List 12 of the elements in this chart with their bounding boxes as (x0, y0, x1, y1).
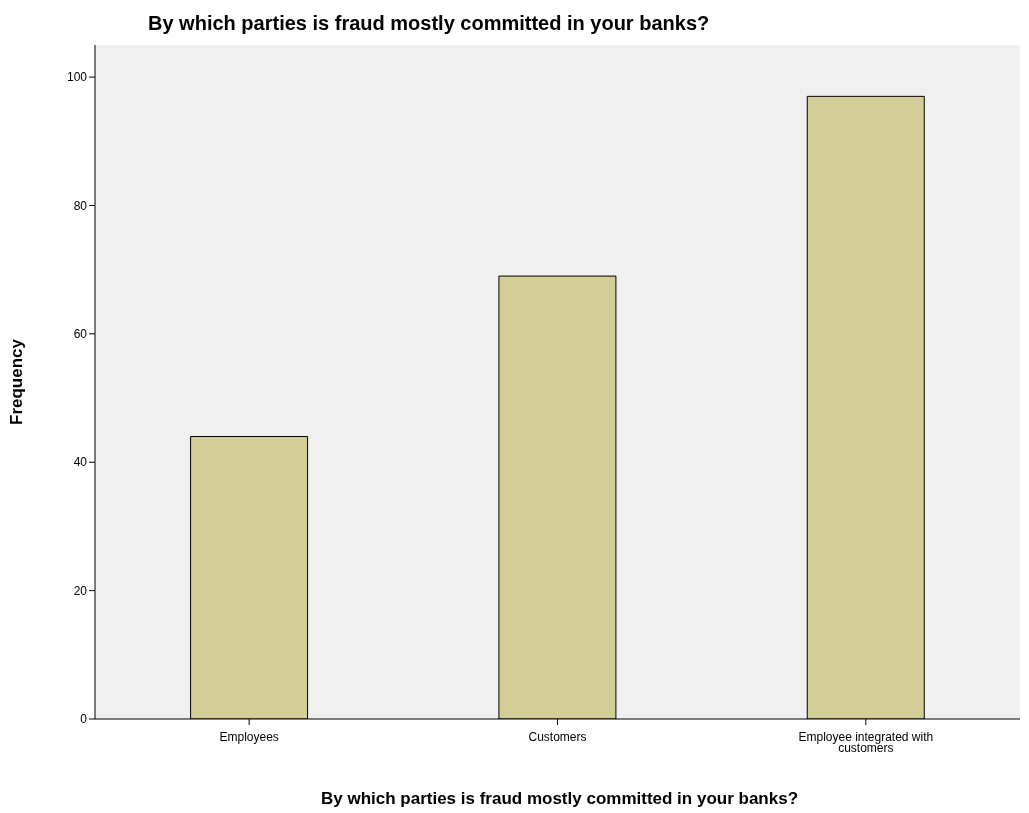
y-axis-title: Frequency (7, 338, 27, 425)
y-tick-label: 80 (73, 198, 88, 213)
x-axis-title: By which parties is fraud mostly committed in your banks? (319, 789, 799, 809)
x-tick-label: Customers (528, 730, 587, 744)
y-tick-label: 20 (73, 583, 88, 598)
x-tick-label: Employees (219, 730, 279, 744)
x-tick-label: Employee integrated with customers (798, 730, 934, 755)
y-tick-label: 40 (73, 455, 88, 470)
y-tick-label: 60 (73, 327, 88, 342)
chart-title: By which parties is fraud mostly committed in your banks? (147, 11, 711, 36)
y-tick-label: 0 (80, 712, 88, 727)
y-tick-label: 100 (66, 70, 88, 85)
